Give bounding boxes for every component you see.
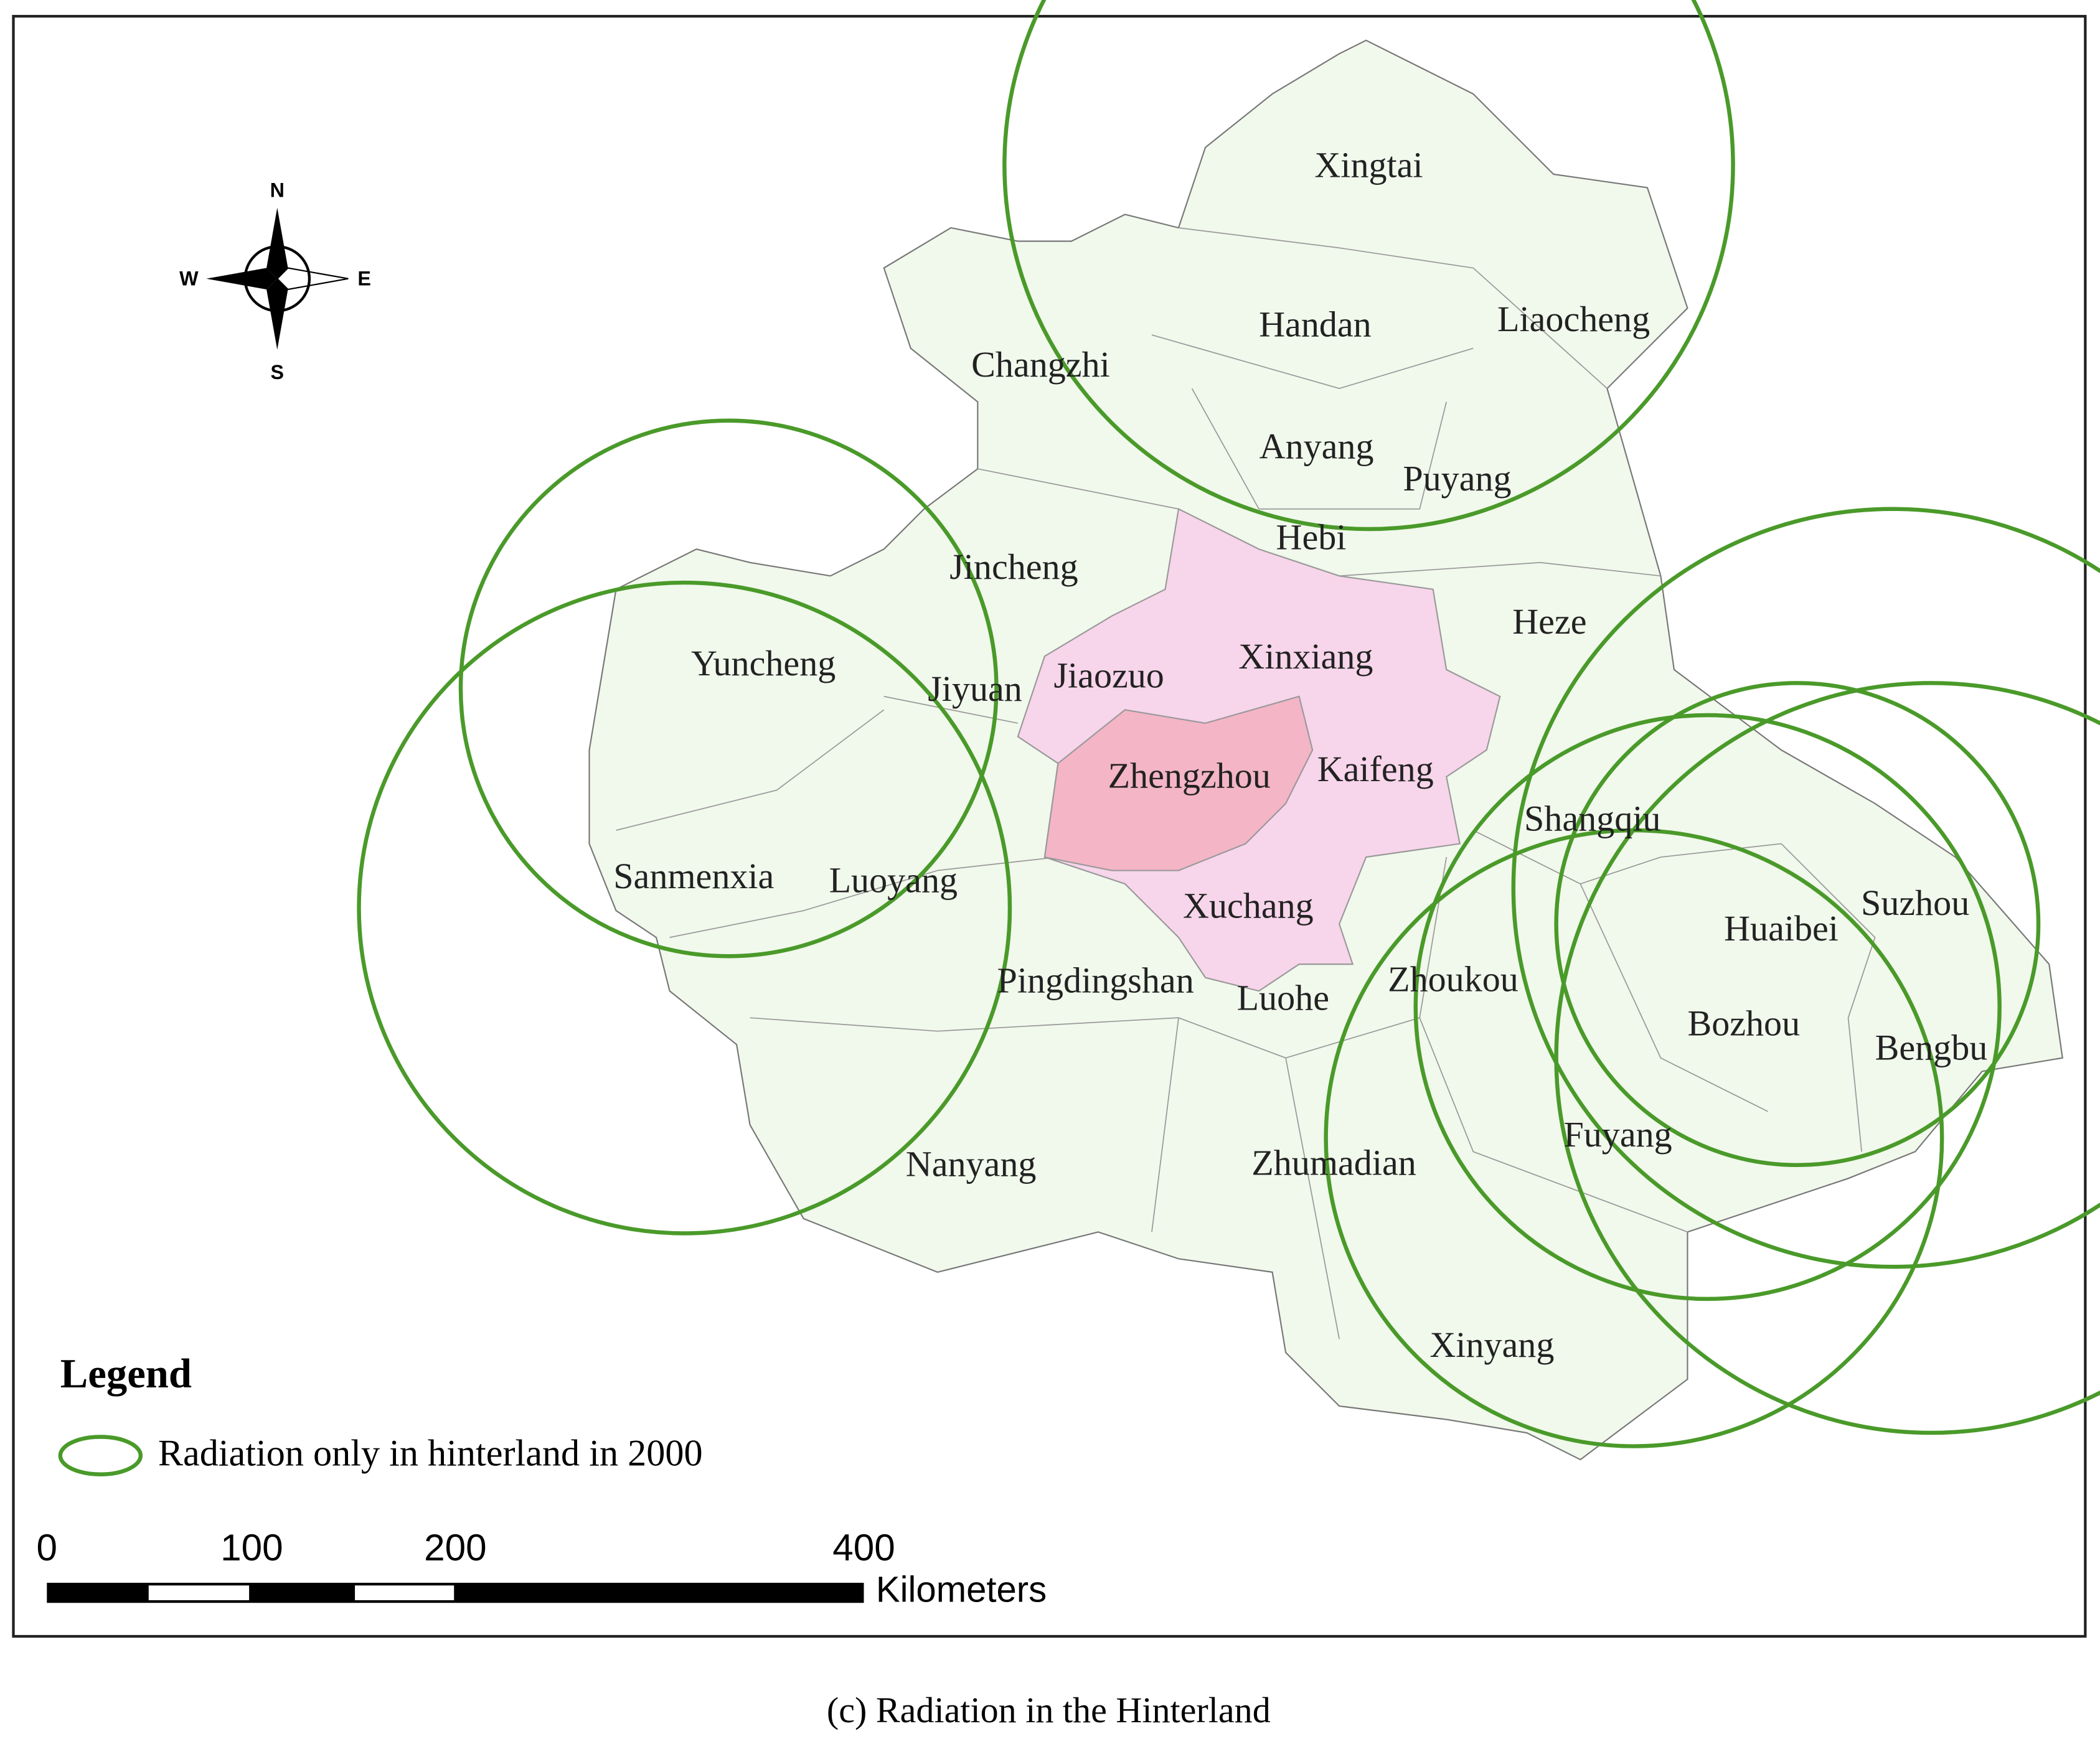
city-label: Yuncheng xyxy=(691,643,836,683)
city-label: Huaibei xyxy=(1724,908,1839,949)
city-label: Sanmenxia xyxy=(613,856,774,896)
city-labels: Xingtai Handan Liaocheng Changzhi Anyang Puya… xyxy=(613,145,1987,1365)
legend-item: Radiation only in hinterland in 2000 xyxy=(158,1433,703,1475)
city-label: Xuchang xyxy=(1183,885,1314,926)
radiation-circle xyxy=(1413,713,2002,1301)
city-label: Anyang xyxy=(1260,426,1374,466)
city-label: Jincheng xyxy=(949,546,1078,587)
scale-label: 400 xyxy=(832,1526,895,1568)
city-label: Suzhou xyxy=(1861,883,1969,923)
legend: Legend Radiation only in hinterland in 2… xyxy=(58,1351,703,1476)
city-label: Bozhou xyxy=(1687,1003,1800,1044)
legend-title: Legend xyxy=(60,1351,192,1397)
city-label: Xinyang xyxy=(1429,1325,1554,1365)
compass-south: S xyxy=(271,361,285,383)
city-label: Zhumadian xyxy=(1251,1142,1416,1183)
city-label: Bengbu xyxy=(1875,1027,1988,1067)
scale-label: 200 xyxy=(424,1526,486,1568)
city-label: Changzhi xyxy=(971,344,1110,385)
scale-unit: Kilometers xyxy=(876,1569,1047,1610)
radiation-circle xyxy=(1554,681,2100,1435)
scale-segment xyxy=(148,1585,250,1600)
city-label: Fuyang xyxy=(1563,1114,1672,1155)
scale-segment xyxy=(355,1585,454,1600)
scale-label: 100 xyxy=(220,1526,283,1568)
city-label: Nanyang xyxy=(906,1143,1037,1184)
city-label: Liaocheng xyxy=(1497,299,1650,339)
city-label: Puyang xyxy=(1403,458,1511,499)
compass-north: N xyxy=(270,179,285,201)
radiation-circle xyxy=(357,580,1012,1236)
radiation-circle xyxy=(458,418,999,959)
compass: N S E W xyxy=(179,179,371,383)
compass-arrow xyxy=(266,278,288,350)
city-label: Luoyang xyxy=(829,860,958,900)
scale-label: 0 xyxy=(37,1526,58,1568)
city-label: Jiyuan xyxy=(928,668,1022,709)
city-label: Xingtai xyxy=(1314,145,1423,185)
radiation-circle xyxy=(1511,507,2100,1269)
city-label: Zhengzhou xyxy=(1108,756,1271,796)
compass-arrow xyxy=(266,207,288,279)
city-label: Jiaozuo xyxy=(1053,655,1164,695)
radiation-circles xyxy=(357,0,2100,1448)
compass-west: W xyxy=(179,267,199,289)
radiation-circle xyxy=(1554,681,2041,1168)
city-label: Heze xyxy=(1512,601,1586,642)
compass-east: E xyxy=(357,267,371,289)
city-label: Hebi xyxy=(1276,517,1347,558)
compass-ring xyxy=(243,245,311,312)
city-label: Handan xyxy=(1259,304,1372,345)
borders xyxy=(616,227,1876,1339)
city-label: Xinxiang xyxy=(1238,636,1373,677)
city-label: Pingdingshan xyxy=(997,960,1194,1001)
city-label: Kaifeng xyxy=(1317,749,1434,789)
city-label: Shangqiu xyxy=(1524,798,1660,838)
compass-arrow xyxy=(206,268,278,289)
city-label: Zhoukou xyxy=(1388,959,1518,1000)
radiation-circle xyxy=(1002,0,1735,532)
legend-symbol xyxy=(58,1435,143,1476)
radiation-circle xyxy=(1324,828,1944,1448)
scale-bar: 0 100 200 400 Kilometers xyxy=(37,1526,1047,1610)
city-label: Luohe xyxy=(1237,978,1329,1018)
zhengzhou-region xyxy=(1043,695,1314,871)
caption: (c) Radiation in the Hinterland xyxy=(827,1690,1271,1730)
